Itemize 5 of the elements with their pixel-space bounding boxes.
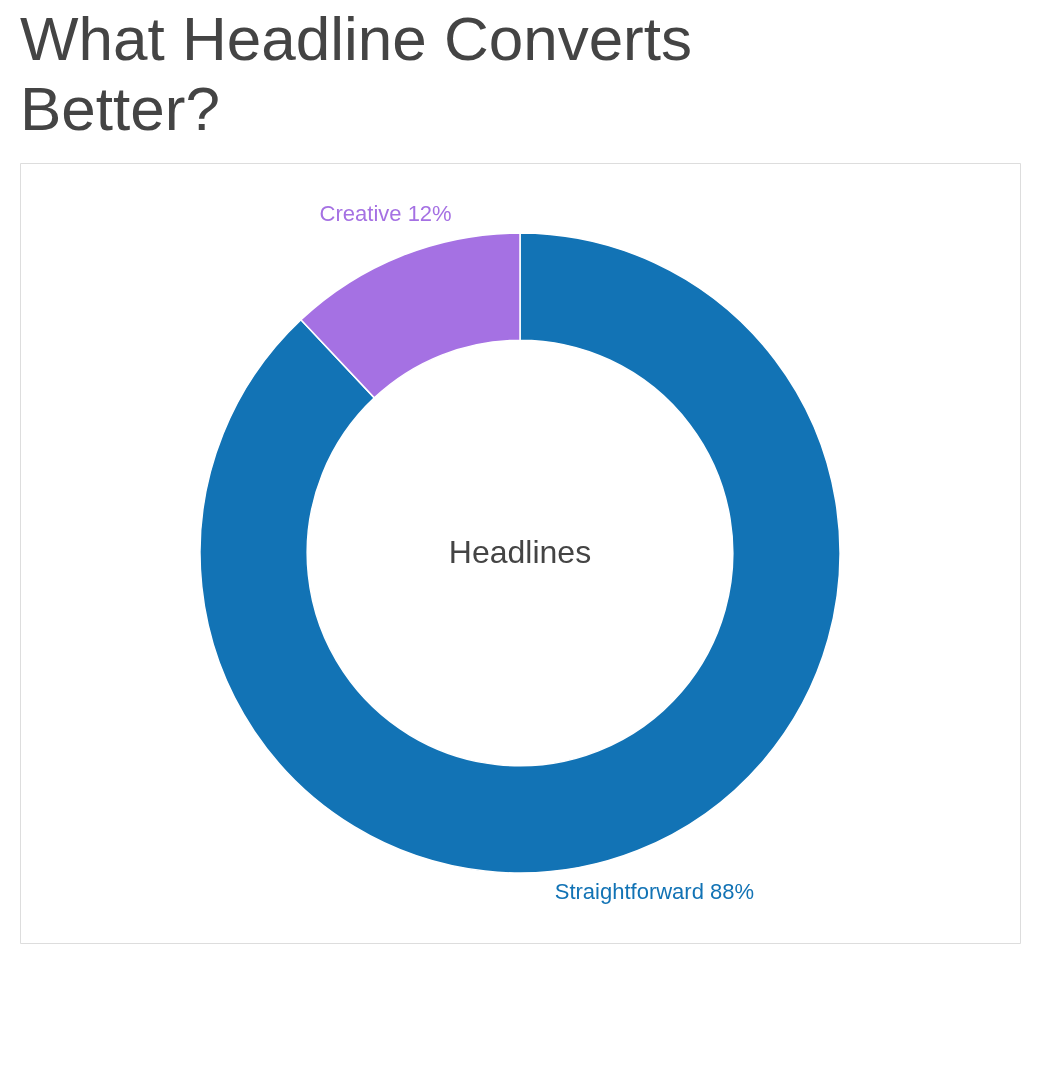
slice-label: Straightforward 88% <box>554 879 755 905</box>
chart-title: What Headline Converts Better? <box>20 4 692 143</box>
slice-label: Creative 12% <box>319 200 452 226</box>
donut-slice <box>199 232 841 874</box>
text: Headlines <box>448 534 592 570</box>
